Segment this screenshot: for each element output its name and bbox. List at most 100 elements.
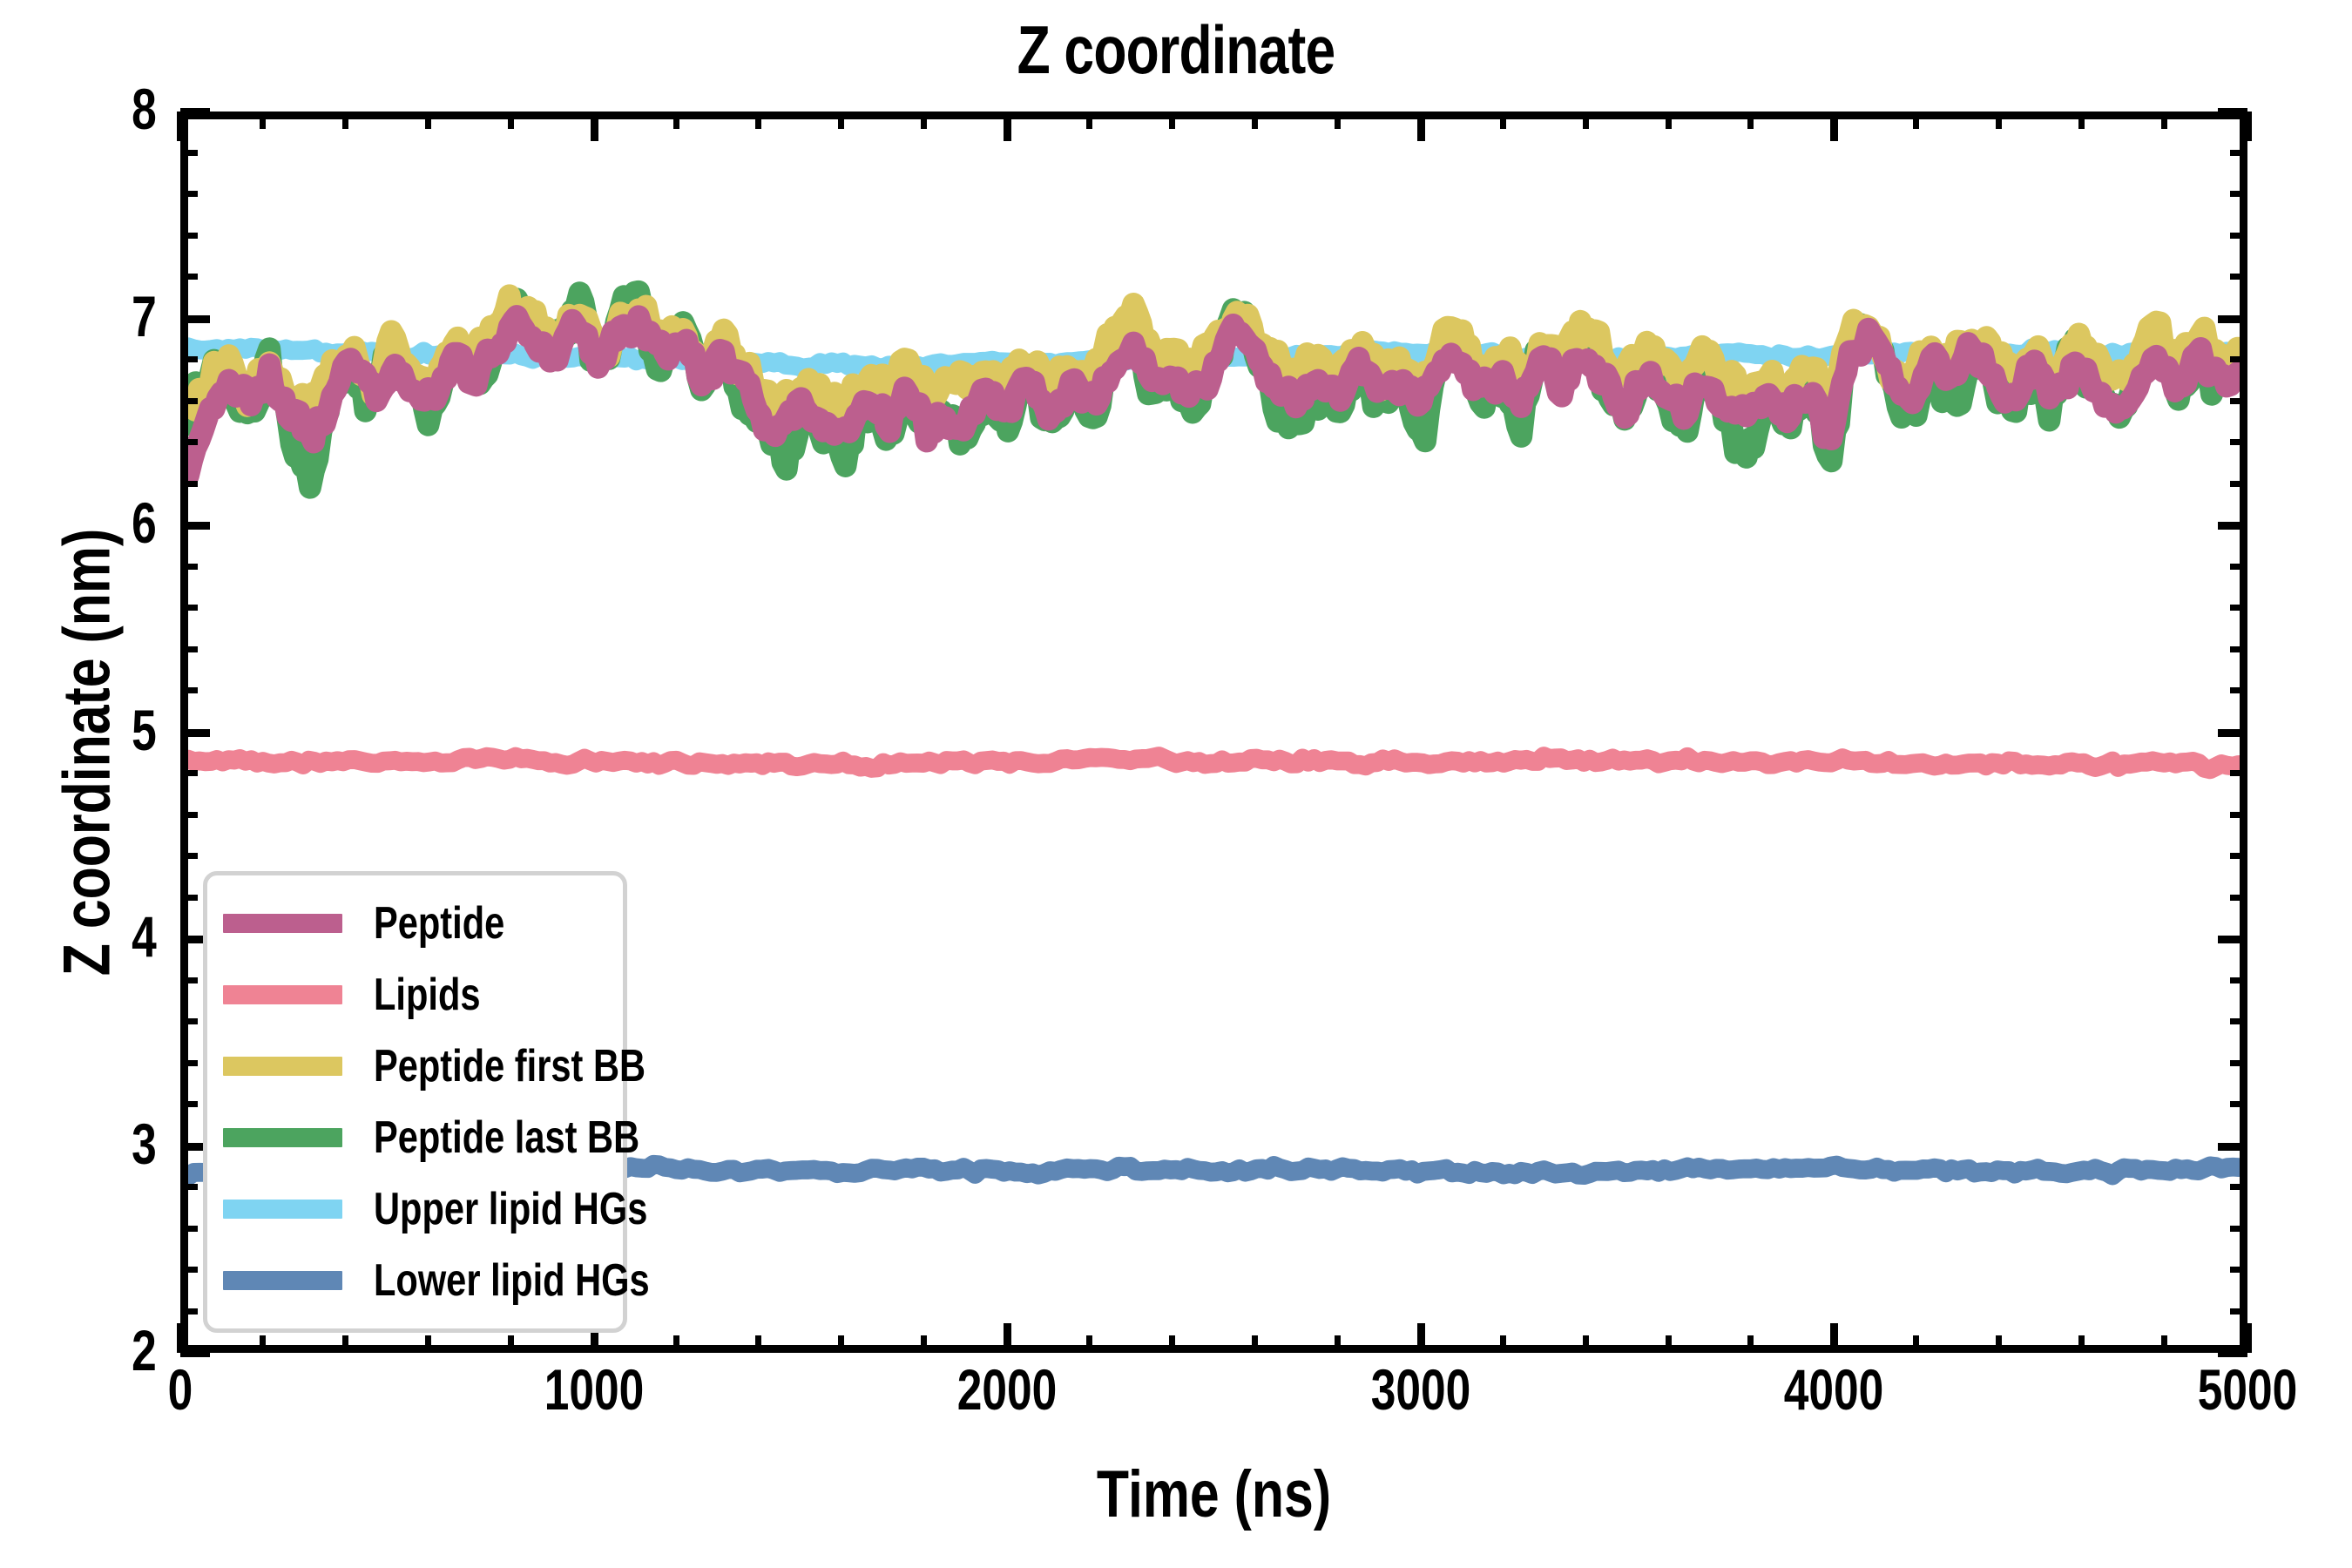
x-axis-tick — [2244, 112, 2252, 141]
y-axis-tick — [2230, 853, 2247, 859]
x-axis-tick — [1416, 112, 1425, 141]
y-axis-tick — [180, 1349, 210, 1357]
x-axis-tick — [1747, 1335, 1754, 1353]
y-axis-tick — [180, 1184, 198, 1190]
x-axis-tick — [1334, 112, 1341, 129]
x-axis-tick — [1665, 1335, 1672, 1353]
y-axis-tick — [2230, 397, 2247, 404]
legend-color-swatch — [223, 985, 342, 1004]
x-axis-tick — [838, 112, 845, 129]
y-tick-label: 7 — [132, 283, 157, 348]
x-axis-tick — [424, 1335, 431, 1353]
y-axis-tick — [180, 770, 198, 776]
legend-label: Lipids — [374, 970, 481, 1020]
y-axis-tick — [180, 1267, 198, 1273]
legend-label: Lower lipid HGs — [374, 1255, 650, 1306]
legend-label: Upper lipid HGs — [374, 1184, 648, 1234]
x-axis-tick — [2078, 1335, 2085, 1353]
legend-item-list: Peptide Lipids Peptide first BB Peptide las… — [207, 875, 650, 1328]
x-axis-tick — [1830, 112, 1839, 141]
y-axis-tick — [180, 108, 210, 116]
legend-label: Peptide last BB — [374, 1112, 640, 1163]
y-axis-tick — [180, 191, 198, 197]
y-axis-tick — [2230, 1101, 2247, 1107]
y-axis-tick — [2230, 770, 2247, 776]
x-axis-tick — [1582, 1335, 1589, 1353]
y-axis-tick — [180, 563, 198, 570]
y-axis-tick — [2230, 894, 2247, 901]
x-axis-tick — [2078, 112, 2085, 129]
series-line-lipids — [188, 747, 2240, 780]
legend-color-swatch — [223, 1271, 342, 1290]
chart-title: Z coordinate — [1017, 11, 1336, 88]
legend-item[interactable]: Peptide — [207, 896, 623, 951]
y-axis-tick — [2230, 274, 2247, 280]
y-axis-tick — [2230, 687, 2247, 693]
x-axis-tick — [259, 112, 266, 129]
x-tick-label: 4000 — [1784, 1357, 1884, 1422]
x-axis-tick — [755, 1335, 762, 1353]
legend-label: Peptide first BB — [374, 1041, 646, 1092]
y-axis-tick — [180, 356, 198, 362]
y-tick-label: 8 — [132, 77, 157, 141]
y-axis-tick — [180, 314, 210, 323]
legend-item[interactable]: Lower lipid HGs — [207, 1253, 650, 1308]
y-axis-tick — [180, 480, 198, 487]
y-axis-tick — [180, 149, 198, 156]
legend-item[interactable]: Lipids — [207, 967, 623, 1023]
x-axis-tick — [507, 1335, 514, 1353]
y-axis-tick — [2218, 936, 2247, 943]
y-axis-tick — [180, 811, 198, 818]
x-tick-label: 5000 — [2197, 1357, 2298, 1422]
x-axis-tick — [921, 112, 928, 129]
x-axis-tick — [259, 1335, 266, 1353]
x-axis-tick — [755, 112, 762, 129]
y-axis-tick — [2230, 645, 2247, 652]
y-axis-tick — [2230, 977, 2247, 983]
x-tick-label: 1000 — [544, 1357, 644, 1422]
x-axis-tick — [1086, 112, 1093, 129]
x-axis-tick — [507, 112, 514, 129]
x-axis-tick — [1086, 1335, 1093, 1353]
x-axis-tick — [672, 112, 679, 129]
x-axis-tick — [672, 1335, 679, 1353]
y-axis-tick — [180, 274, 198, 280]
y-axis-tick — [2218, 108, 2247, 116]
y-axis-tick — [2218, 522, 2247, 530]
y-tick-label: 2 — [132, 1318, 157, 1382]
x-axis-tick — [2161, 1335, 2168, 1353]
y-axis-tick — [2230, 356, 2247, 362]
x-axis-tick — [341, 112, 348, 129]
y-axis-tick — [2230, 232, 2247, 239]
y-axis-tick — [2230, 1018, 2247, 1024]
y-axis-tick — [2230, 605, 2247, 611]
x-axis-tick — [2244, 1323, 2252, 1353]
y-axis-tick — [2230, 480, 2247, 487]
x-tick-label: 3000 — [1370, 1357, 1471, 1422]
legend-color-swatch — [223, 1200, 342, 1219]
x-axis-tick — [1913, 112, 1920, 129]
x-axis-tick — [341, 1335, 348, 1353]
y-tick-label: 3 — [132, 1111, 157, 1176]
x-axis-tick — [177, 1323, 185, 1353]
legend-label: Peptide — [374, 898, 505, 949]
y-axis-tick — [2218, 314, 2247, 323]
x-axis-tick — [1830, 1323, 1839, 1353]
x-axis-tick — [1747, 112, 1754, 129]
x-axis-tick — [2161, 112, 2168, 129]
y-axis-tick — [180, 1225, 198, 1232]
y-axis-tick — [180, 522, 210, 530]
y-axis-tick — [2218, 1349, 2247, 1357]
y-axis-tick — [2230, 1225, 2247, 1232]
y-tick-label: 6 — [132, 490, 157, 555]
y-axis-tick — [2218, 1142, 2247, 1151]
y-axis-tick — [180, 645, 198, 652]
series-line-peptide — [188, 305, 2240, 487]
x-axis-tick — [1251, 112, 1258, 129]
legend-item[interactable]: Upper lipid HGs — [207, 1181, 647, 1237]
legend-item[interactable]: Peptide first BB — [207, 1038, 645, 1094]
y-axis-tick — [2230, 563, 2247, 570]
legend-item[interactable]: Peptide last BB — [207, 1110, 639, 1166]
y-axis-tick — [2218, 728, 2247, 737]
y-axis-tick — [2230, 811, 2247, 818]
